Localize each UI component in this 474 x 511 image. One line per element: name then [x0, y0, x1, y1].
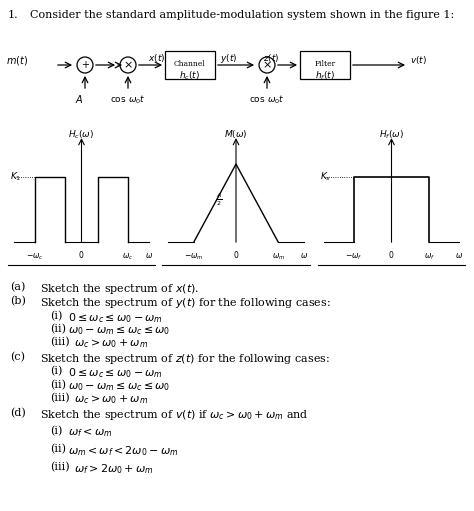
- Text: $\omega$: $\omega$: [455, 251, 463, 261]
- Text: Sketch the spectrum of $y(t)$ for the following cases:: Sketch the spectrum of $y(t)$ for the fo…: [40, 296, 331, 310]
- Text: $\times$: $\times$: [123, 60, 133, 70]
- Text: $v(t)$: $v(t)$: [410, 54, 427, 66]
- Text: $\omega_c > \omega_0 + \omega_m$: $\omega_c > \omega_0 + \omega_m$: [74, 393, 148, 406]
- Text: $h_c(t)$: $h_c(t)$: [179, 69, 201, 81]
- Text: $y(t)$: $y(t)$: [220, 52, 237, 65]
- Text: Sketch the spectrum of $x(t)$.: Sketch the spectrum of $x(t)$.: [40, 282, 199, 296]
- Text: +: +: [81, 59, 89, 69]
- Text: $\omega_m$: $\omega_m$: [272, 251, 285, 262]
- Text: (ii): (ii): [50, 324, 66, 334]
- Text: Consider the standard amplitude-modulation system shown in the figure 1:: Consider the standard amplitude-modulati…: [30, 10, 454, 20]
- Text: Channel: Channel: [174, 60, 206, 68]
- Text: (c): (c): [10, 352, 25, 362]
- Text: $\cos\,\omega_0 t$: $\cos\,\omega_0 t$: [110, 93, 146, 105]
- Text: $\omega_m < \omega_f < 2\omega_0 - \omega_m$: $\omega_m < \omega_f < 2\omega_0 - \omeg…: [68, 444, 179, 458]
- Text: (ii): (ii): [50, 380, 66, 390]
- Text: $z(t)$: $z(t)$: [263, 52, 280, 64]
- Text: $h_f(t)$: $h_f(t)$: [315, 69, 335, 81]
- Text: $0$: $0$: [78, 249, 85, 261]
- Text: $A$: $A$: [75, 93, 83, 105]
- Text: $-\omega_f$: $-\omega_f$: [345, 251, 363, 262]
- Text: $0 \leq \omega_c \leq \omega_0 - \omega_m$: $0 \leq \omega_c \leq \omega_0 - \omega_…: [68, 366, 163, 380]
- Text: $\times$: $\times$: [262, 60, 272, 70]
- Bar: [300, 51, 350, 79]
- Text: (i): (i): [50, 426, 63, 436]
- Text: $\frac{A}{2}$: $\frac{A}{2}$: [216, 192, 222, 208]
- Text: $\omega_f > 2\omega_0 + \omega_m$: $\omega_f > 2\omega_0 + \omega_m$: [74, 462, 154, 476]
- Text: $K_s$: $K_s$: [320, 171, 331, 183]
- Text: $\omega_c > \omega_0 + \omega_m$: $\omega_c > \omega_0 + \omega_m$: [74, 337, 148, 350]
- Text: $H_f(\omega)$: $H_f(\omega)$: [379, 128, 404, 141]
- Text: $0$: $0$: [233, 249, 239, 261]
- Text: $0 \leq \omega_c \leq \omega_0 - \omega_m$: $0 \leq \omega_c \leq \omega_0 - \omega_…: [68, 311, 163, 325]
- Text: (d): (d): [10, 408, 26, 419]
- Text: $\omega$: $\omega$: [145, 251, 153, 261]
- Text: Sketch the spectrum of $z(t)$ for the following cases:: Sketch the spectrum of $z(t)$ for the fo…: [40, 352, 330, 366]
- Text: (ii): (ii): [50, 444, 66, 454]
- Text: (iii): (iii): [50, 337, 70, 347]
- Text: $\omega_0 - \omega_m \leq \omega_c \leq \omega_0$: $\omega_0 - \omega_m \leq \omega_c \leq …: [68, 380, 170, 393]
- Text: $0$: $0$: [388, 249, 395, 261]
- Text: $K_1$: $K_1$: [10, 171, 21, 183]
- Text: $\cos\,\omega_0 t$: $\cos\,\omega_0 t$: [249, 93, 285, 105]
- Bar: [165, 51, 215, 79]
- Text: $\omega_0 - \omega_m \leq \omega_c \leq \omega_0$: $\omega_0 - \omega_m \leq \omega_c \leq …: [68, 324, 170, 337]
- Text: (a): (a): [10, 282, 26, 292]
- Text: 1.: 1.: [8, 10, 18, 20]
- Text: Filter: Filter: [314, 60, 336, 68]
- Text: (iii): (iii): [50, 462, 70, 472]
- Text: $\omega_f < \omega_m$: $\omega_f < \omega_m$: [68, 426, 112, 439]
- Text: (i): (i): [50, 366, 63, 376]
- Text: (b): (b): [10, 296, 26, 306]
- Text: $-\omega_m$: $-\omega_m$: [184, 251, 203, 262]
- Text: $\omega_f$: $\omega_f$: [424, 251, 435, 262]
- Text: $M(\omega)$: $M(\omega)$: [224, 128, 248, 140]
- Text: $\omega$: $\omega$: [300, 251, 308, 261]
- Text: $\omega_c$: $\omega_c$: [122, 251, 133, 262]
- Text: $m(t)$: $m(t)$: [6, 54, 28, 66]
- Text: $-\omega_c$: $-\omega_c$: [27, 251, 44, 262]
- Text: $x(t)$: $x(t)$: [148, 52, 165, 64]
- Text: $H_c(\omega)$: $H_c(\omega)$: [68, 128, 95, 141]
- Text: (i): (i): [50, 311, 63, 321]
- Text: Sketch the spectrum of $v(t)$ if $\omega_c > \omega_0 + \omega_m$ and: Sketch the spectrum of $v(t)$ if $\omega…: [40, 408, 309, 422]
- Text: (iii): (iii): [50, 393, 70, 403]
